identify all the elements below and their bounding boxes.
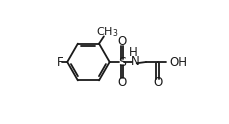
Text: CH$_3$: CH$_3$ xyxy=(96,25,118,39)
Text: O: O xyxy=(117,76,126,89)
Text: OH: OH xyxy=(169,56,187,68)
Text: F: F xyxy=(56,56,63,68)
Text: H: H xyxy=(129,46,138,59)
Text: N: N xyxy=(131,55,139,68)
Text: O: O xyxy=(117,35,126,48)
Text: O: O xyxy=(153,76,162,89)
Text: S: S xyxy=(118,56,126,68)
